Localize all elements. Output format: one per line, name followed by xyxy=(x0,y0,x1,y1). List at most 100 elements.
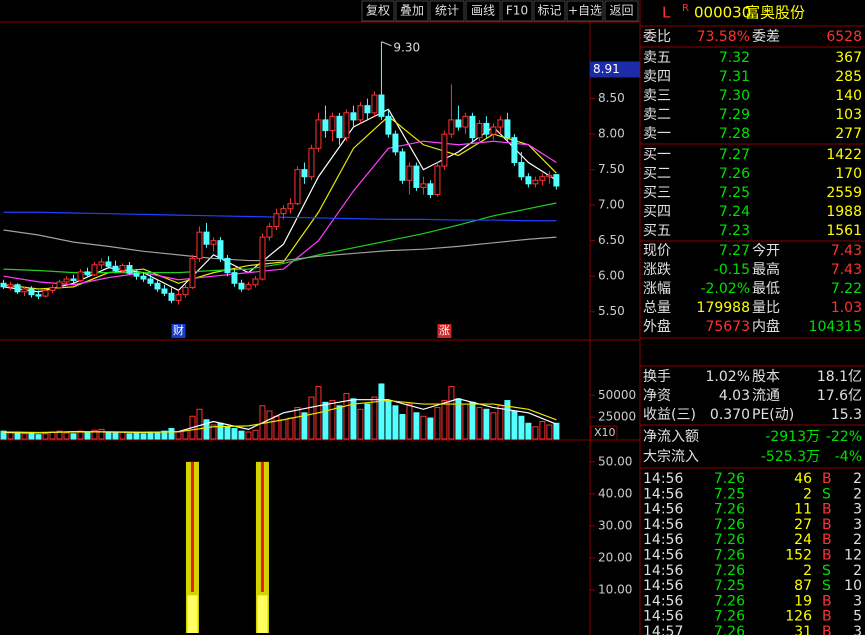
quote-cell: 量比 xyxy=(752,300,780,316)
toolbar-button[interactable] xyxy=(533,0,566,22)
quote-cell: -2.02% xyxy=(700,281,750,297)
candle-body xyxy=(84,271,91,276)
candle-body xyxy=(539,176,546,181)
candle-body xyxy=(497,119,504,128)
toolbar-button[interactable] xyxy=(566,0,604,22)
quote-cell: 7.43 xyxy=(831,243,862,259)
volume-bar xyxy=(21,433,28,440)
toolbar-label[interactable]: 返回 xyxy=(609,4,633,18)
quote-cell: 27 xyxy=(794,517,812,533)
quote-cell: 24 xyxy=(794,532,812,548)
moving-average xyxy=(3,229,557,262)
quote-cell: 2 xyxy=(853,563,862,579)
toolbar-button[interactable] xyxy=(361,0,395,22)
quote-cell: 总量 xyxy=(643,300,671,316)
quote-cell: 2 xyxy=(853,486,862,502)
toolbar-button[interactable] xyxy=(604,0,639,22)
quote-cell: 3 xyxy=(853,593,862,609)
volume-bar xyxy=(35,434,42,440)
toolbar-label[interactable]: 画线 xyxy=(471,4,495,18)
volume-bar xyxy=(147,431,154,440)
toolbar-button[interactable] xyxy=(395,0,429,22)
volume-bar xyxy=(525,422,532,440)
quote-cell: 10 xyxy=(844,578,862,594)
volume-bar xyxy=(63,432,70,440)
quote-cell: 0.370 xyxy=(710,407,750,423)
candle-body xyxy=(294,169,301,205)
quote-cell: 14:56 xyxy=(643,502,683,518)
quote-cell: 卖一 xyxy=(643,126,671,142)
volume-bar xyxy=(105,431,112,440)
quote-cell: 14:56 xyxy=(643,532,683,548)
quote-cell: 19 xyxy=(794,593,812,609)
volume-bar xyxy=(406,403,413,440)
toolbar-label[interactable]: 叠加 xyxy=(400,4,424,18)
volume-bar xyxy=(385,400,392,440)
quote-cell: 股本 xyxy=(752,369,780,385)
candle-body xyxy=(455,119,462,128)
quote-cell: B xyxy=(822,609,832,625)
volume-bar xyxy=(203,419,210,440)
quote-cell: 104315 xyxy=(809,319,862,335)
quote-cell: 277 xyxy=(835,126,862,142)
candle-body xyxy=(280,208,287,215)
volume-bar xyxy=(112,432,119,440)
quote-cell: 7.26 xyxy=(719,166,750,182)
quote-cell: 外盘 xyxy=(643,318,671,335)
toolbar-label[interactable]: +自选 xyxy=(568,4,602,18)
quote-cell: 170 xyxy=(835,166,862,182)
candle-body xyxy=(427,183,434,195)
candle-body xyxy=(245,284,252,290)
candle-body xyxy=(189,257,196,289)
quote-cell: 7.30 xyxy=(719,88,750,104)
toolbar-label[interactable]: 复权 xyxy=(366,4,390,18)
quote-cell: 14:56 xyxy=(643,486,683,502)
candle-body xyxy=(175,294,182,301)
quote-cell: 14:56 xyxy=(643,609,683,625)
y-tick-label: 6.00 xyxy=(598,269,625,283)
quote-cell: 7.27 xyxy=(719,147,750,163)
volume-bar xyxy=(427,417,434,440)
candle-body xyxy=(308,147,315,178)
price-pointer xyxy=(590,61,640,78)
volume-bar xyxy=(469,401,476,440)
candle-body xyxy=(462,115,469,128)
quote-cell: 涨跌 xyxy=(643,262,671,278)
quote-cell: 17.6亿 xyxy=(817,388,862,404)
volume-bar xyxy=(273,415,280,440)
toolbar-label[interactable]: 统计 xyxy=(435,4,459,18)
candle-body xyxy=(231,272,238,284)
toolbar-label[interactable]: 标记 xyxy=(537,4,561,18)
volume-bar xyxy=(70,433,77,440)
quote-cell: 7.26 xyxy=(714,624,745,635)
quote-cell: 2 xyxy=(803,486,812,502)
quote-cell: -0.15 xyxy=(714,262,750,278)
candle-body xyxy=(168,292,175,301)
toolbar-button[interactable] xyxy=(429,0,465,22)
volume-bar xyxy=(462,403,469,440)
volume-bar xyxy=(343,393,350,440)
quote-cell: 现价 xyxy=(643,243,671,259)
quote-cell: S xyxy=(822,486,831,502)
event-marker xyxy=(171,324,186,338)
quote-cell: B xyxy=(822,471,832,487)
quote-cell: 11 xyxy=(794,502,812,518)
volume-bar xyxy=(476,407,483,440)
candle-body xyxy=(301,169,308,178)
candle-body xyxy=(448,119,455,135)
volume-bar xyxy=(511,410,518,440)
volume-bar xyxy=(91,429,98,440)
quote-cell: 内盘 xyxy=(752,318,780,335)
quote-cell: 12 xyxy=(844,548,862,564)
quote-cell: 7.43 xyxy=(831,262,862,278)
candle-body xyxy=(56,281,63,289)
candle-body xyxy=(126,265,133,274)
quote-cell: -22% xyxy=(826,429,862,445)
volume-bar xyxy=(161,430,168,440)
toolbar-button[interactable] xyxy=(465,0,501,22)
toolbar-label[interactable]: F10 xyxy=(506,4,528,18)
quote-cell: 7.23 xyxy=(719,223,750,239)
quote-cell: 14:56 xyxy=(643,578,683,594)
toolbar-button[interactable] xyxy=(501,0,533,22)
